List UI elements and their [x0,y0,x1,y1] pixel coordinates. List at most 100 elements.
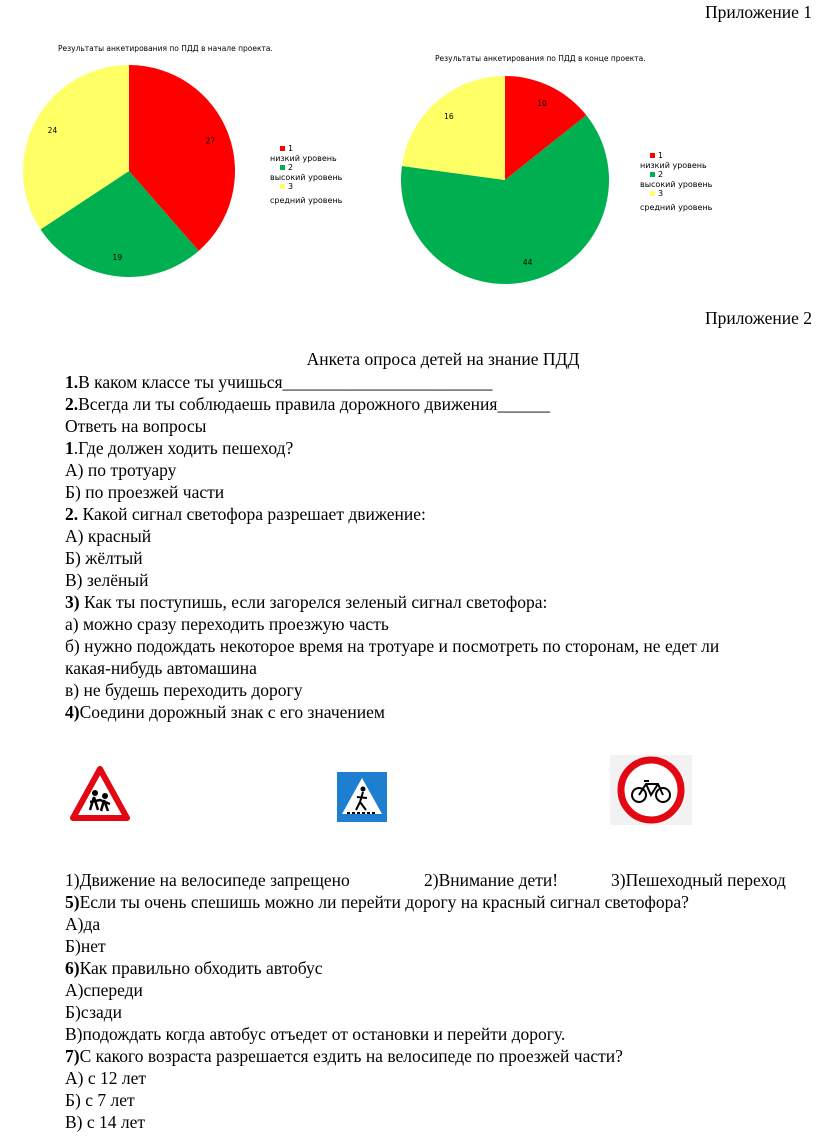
survey-line: 6)Как правильно обходить автобус [65,957,323,979]
survey-line: 3) Как ты поступишь, если загорелся зеле… [65,591,547,613]
legend-swatch [650,172,655,177]
chart-title: Результаты анкетирования по ПДД в конце … [435,54,646,63]
legend-number: 2 [288,163,294,172]
sign-meaning-1: 1)Движение на велосипеде запрещено [65,870,350,890]
question-number: 1 [65,438,74,458]
line-text: Ответь на вопросы [65,416,207,436]
legend-label: низкий уровень [270,153,337,163]
sign-meaning-2: 2)Внимание дети! [424,870,559,890]
appendix-1-heading: Приложение 1 [704,2,812,22]
slice-value-label: 16 [444,112,454,121]
legend-swatch [280,184,285,189]
line-text: Соедини дорожный знак с его значением [79,702,385,722]
question-number: 7) [65,1046,80,1066]
survey-line: В) с 14 лет [65,1111,145,1133]
survey-line: А) с 12 лет [65,1067,146,1089]
legend-label: высокий уровень [270,172,343,182]
legend-entry: 1 низкий уровень [270,144,342,163]
pie-slice [401,115,609,284]
pie-slice [40,171,199,278]
chart-legend: 1 низкий уровень 2 высокий уровень 3 средний … [640,151,712,212]
legend-entry: 1 низкий уровень [640,151,712,170]
legend-number: 1 [288,144,294,153]
survey-line: а) можно сразу переходить проезжую часть [65,613,389,635]
survey-line: в) не будешь переходить дорогу [65,679,302,701]
survey-line: Ответь на вопросы [65,415,206,437]
legend-entry: 2 высокий уровень [270,163,342,182]
chart-title: Результаты анкетирования по ПДД в начале… [58,44,273,53]
line-text: Б)сзади [65,1002,123,1022]
survey-line: А)да [65,913,100,935]
survey-line: Б) с 7 лет [65,1089,135,1111]
children-warning-sign-icon [70,766,130,821]
question-number: 2. [65,394,79,414]
slice-value-label: 19 [113,253,123,262]
question-number: 4) [65,702,80,722]
legend-label: высокий уровень [640,179,713,189]
legend-label: средний уровень [270,195,343,205]
legend-label: низкий уровень [640,160,707,170]
pedestrian-crossing-sign-icon [337,772,387,822]
survey-line: какая-нибудь автомашина [65,657,257,679]
survey-line: б) нужно подождать некоторое время на тр… [65,635,719,657]
appendix-2-heading: Приложение 2 [704,308,812,328]
survey-line: 1.Где должен ходить пешеход? [65,437,293,459]
legend-swatch [650,153,655,158]
legend-entry: 3 средний уровень [270,182,342,205]
survey-line: В)подождать когда автобус отъедет от ост… [65,1023,565,1045]
line-text: Б) по проезжей части [65,482,225,502]
line-text: б) нужно подождать некоторое время на тр… [65,636,720,656]
survey-line: 1.В каком классе ты учишься_____________… [65,371,493,393]
survey-line: Б) по проезжей части [65,481,224,503]
survey-line: 2. Какой сигнал светофора разрешает движ… [65,503,426,525]
question-number: 3) [65,592,80,612]
survey-line: 2.Всегда ли ты соблюдаешь правила дорожн… [65,393,550,415]
legend-entry: 2 высокий уровень [640,170,712,189]
line-text: в) не будешь переходить дорогу [65,680,303,700]
line-text: Как ты поступишь, если загорелся зеленый… [79,592,548,612]
line-text: А)спереди [65,980,143,1000]
pie-slice [129,65,235,251]
line-text: С какого возраста разрешается ездить на … [79,1046,623,1066]
question-number: 5) [65,892,80,912]
no-bicycles-sign-icon [610,755,692,825]
line-text: В каком классе ты учишься_______________… [78,372,493,392]
survey-line: Б)нет [65,935,106,957]
line-text: .Где должен ходить пешеход? [73,438,294,458]
survey-line: 5)Если ты очень спешишь можно ли перейти… [65,891,689,913]
survey-title: Анкета опроса детей на знание ПДД [306,349,580,369]
pie-slice [23,65,129,230]
question-number: 2. [65,504,79,524]
legend-number: 1 [658,151,664,160]
legend-swatch [280,165,285,170]
line-text: Б) с 7 лет [65,1090,135,1110]
line-text: Как правильно обходить автобус [79,958,323,978]
slice-value-label: 27 [206,136,216,145]
legend-swatch [650,191,655,196]
legend-entry: 3 средний уровень [640,189,712,212]
line-text: А) по тротуару [65,460,177,480]
line-text: какая-нибудь автомашина [65,658,257,678]
pie-slice [401,76,505,180]
line-text: А)да [65,914,101,934]
survey-line: В) зелёный [65,569,149,591]
chart-legend: 1 низкий уровень 2 высокий уровень 3 средний … [270,144,342,205]
slice-value-label: 44 [523,258,533,267]
slice-value-label: 24 [48,126,58,135]
line-text: Всегда ли ты соблюдаешь правила дорожног… [78,394,550,414]
survey-line: А)спереди [65,979,143,1001]
line-text: А) красный [65,526,152,546]
survey-line: А) по тротуару [65,459,176,481]
question-number: 1. [65,372,79,392]
line-text: В) с 14 лет [65,1112,146,1132]
question-number: 6) [65,958,80,978]
line-text: Какой сигнал светофора разрешает движени… [78,504,426,524]
sign-meaning-3: 3)Пешеходный переход [611,870,786,890]
slice-value-label: 10 [537,99,547,108]
legend-label: средний уровень [640,202,713,212]
line-text: Б)нет [65,936,106,956]
line-text: А) с 12 лет [65,1068,147,1088]
line-text: В) зелёный [65,570,149,590]
survey-line: Б) жёлтый [65,547,143,569]
